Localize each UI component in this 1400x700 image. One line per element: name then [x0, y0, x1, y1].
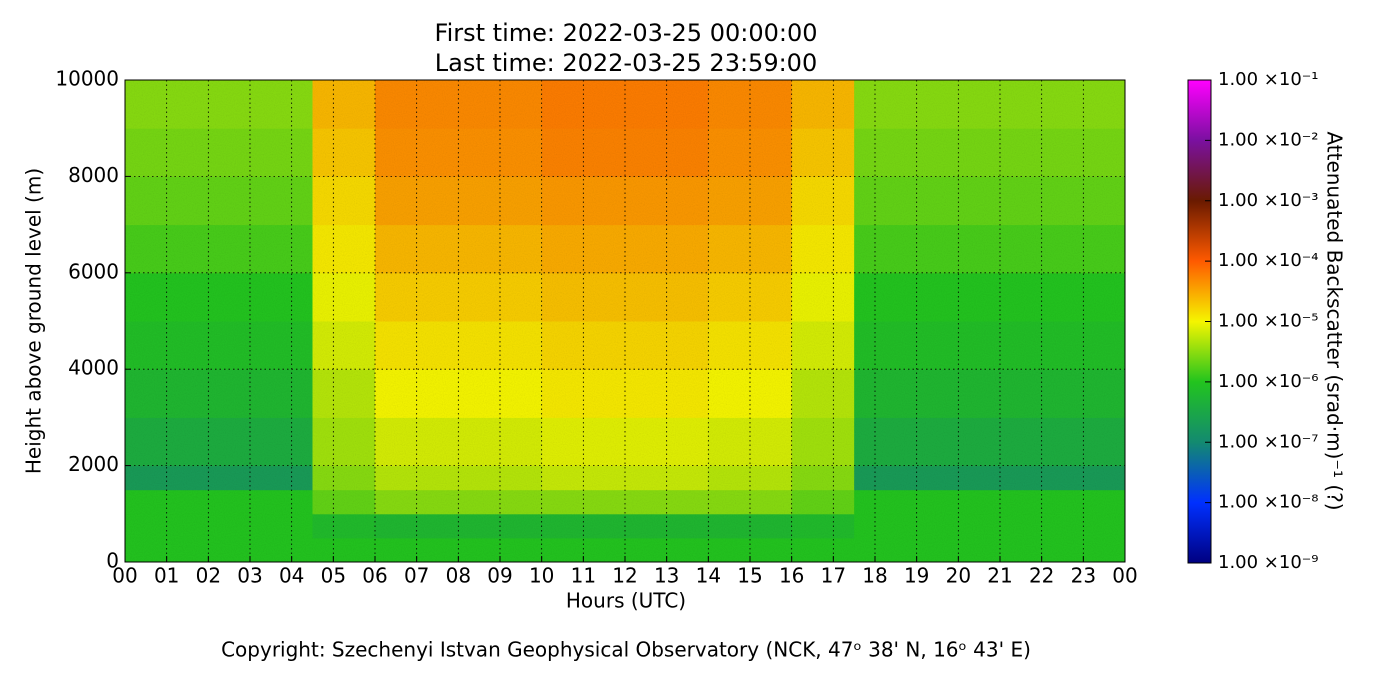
x-tick-label: 03 — [237, 564, 262, 588]
x-tick-label: 21 — [987, 564, 1012, 588]
colorbar-tick-label: 1.00 ×10⁻⁴ — [1218, 250, 1319, 271]
colorbar-axis: 1.00 ×10⁻⁹ 1.00 ×10⁻⁸ 1.00 ×10⁻⁷ 1.00 ×10⁻⁶… — [1205, 69, 1319, 573]
colorbar-tick-label: 1.00 ×10⁻⁸ — [1218, 492, 1319, 513]
x-tick-label: 23 — [1071, 564, 1096, 588]
x-tick-label: 02 — [196, 564, 221, 588]
x-tick-label: 08 — [446, 564, 471, 588]
colorbar-label: Attenuated Backscatter (srad·m)⁻¹ (?) — [1323, 131, 1347, 510]
chart-subtitle: Last time: 2022-03-25 23:59:00 — [435, 49, 817, 77]
chart-title: First time: 2022-03-25 00:00:00 — [435, 19, 818, 47]
y-tick-label: 8000 — [68, 163, 119, 187]
x-tick-label: 15 — [737, 564, 762, 588]
y-tick-label: 6000 — [68, 259, 119, 283]
footer: Copyright: Szechenyi Istvan Geophysical … — [221, 638, 1031, 662]
x-tick-label: 12 — [612, 564, 637, 588]
y-tick-label: 2000 — [68, 452, 119, 476]
plot-frame — [124, 79, 1126, 563]
x-tick-label: 16 — [779, 564, 804, 588]
y-tick-label: 10000 — [55, 67, 119, 91]
colorbar-tick-label: 1.00 ×10⁻⁷ — [1218, 431, 1319, 452]
colorbar-tick-label: 1.00 ×10⁻⁵ — [1218, 311, 1319, 332]
x-tick-label: 19 — [904, 564, 929, 588]
colorbar-tick-label: 1.00 ×10⁻¹ — [1218, 69, 1319, 90]
y-tick-label: 0 — [106, 549, 119, 573]
colorbar-tick-label: 1.00 ×10⁻⁶ — [1218, 371, 1319, 392]
x-tick-label: 18 — [862, 564, 887, 588]
x-tick-label: 01 — [154, 564, 179, 588]
colorbar-tick-label: 1.00 ×10⁻³ — [1218, 190, 1319, 211]
x-tick-label: 05 — [321, 564, 346, 588]
x-tick-label: 09 — [487, 564, 512, 588]
x-tick-label: 00 — [112, 564, 137, 588]
x-tick-label: 17 — [821, 564, 846, 588]
x-axis-label: Hours (UTC) — [566, 589, 686, 613]
colorbar-tick-label: 1.00 ×10⁻² — [1218, 129, 1319, 150]
colorbar-tick-label: 1.00 ×10⁻⁹ — [1218, 552, 1319, 573]
x-tick-label: 22 — [1029, 564, 1054, 588]
x-tick-label: 00 — [1112, 564, 1137, 588]
x-tick-label: 20 — [946, 564, 971, 588]
x-tick-label: 13 — [654, 564, 679, 588]
x-tick-label: 14 — [696, 564, 721, 588]
y-axis-label: Height above ground level (m) — [22, 168, 46, 474]
x-tick-label: 07 — [404, 564, 429, 588]
x-tick-label: 11 — [571, 564, 596, 588]
y-tick-label: 4000 — [68, 356, 119, 380]
x-tick-label: 06 — [362, 564, 387, 588]
x-tick-label: 10 — [529, 564, 554, 588]
x-tick-label: 04 — [279, 564, 304, 588]
